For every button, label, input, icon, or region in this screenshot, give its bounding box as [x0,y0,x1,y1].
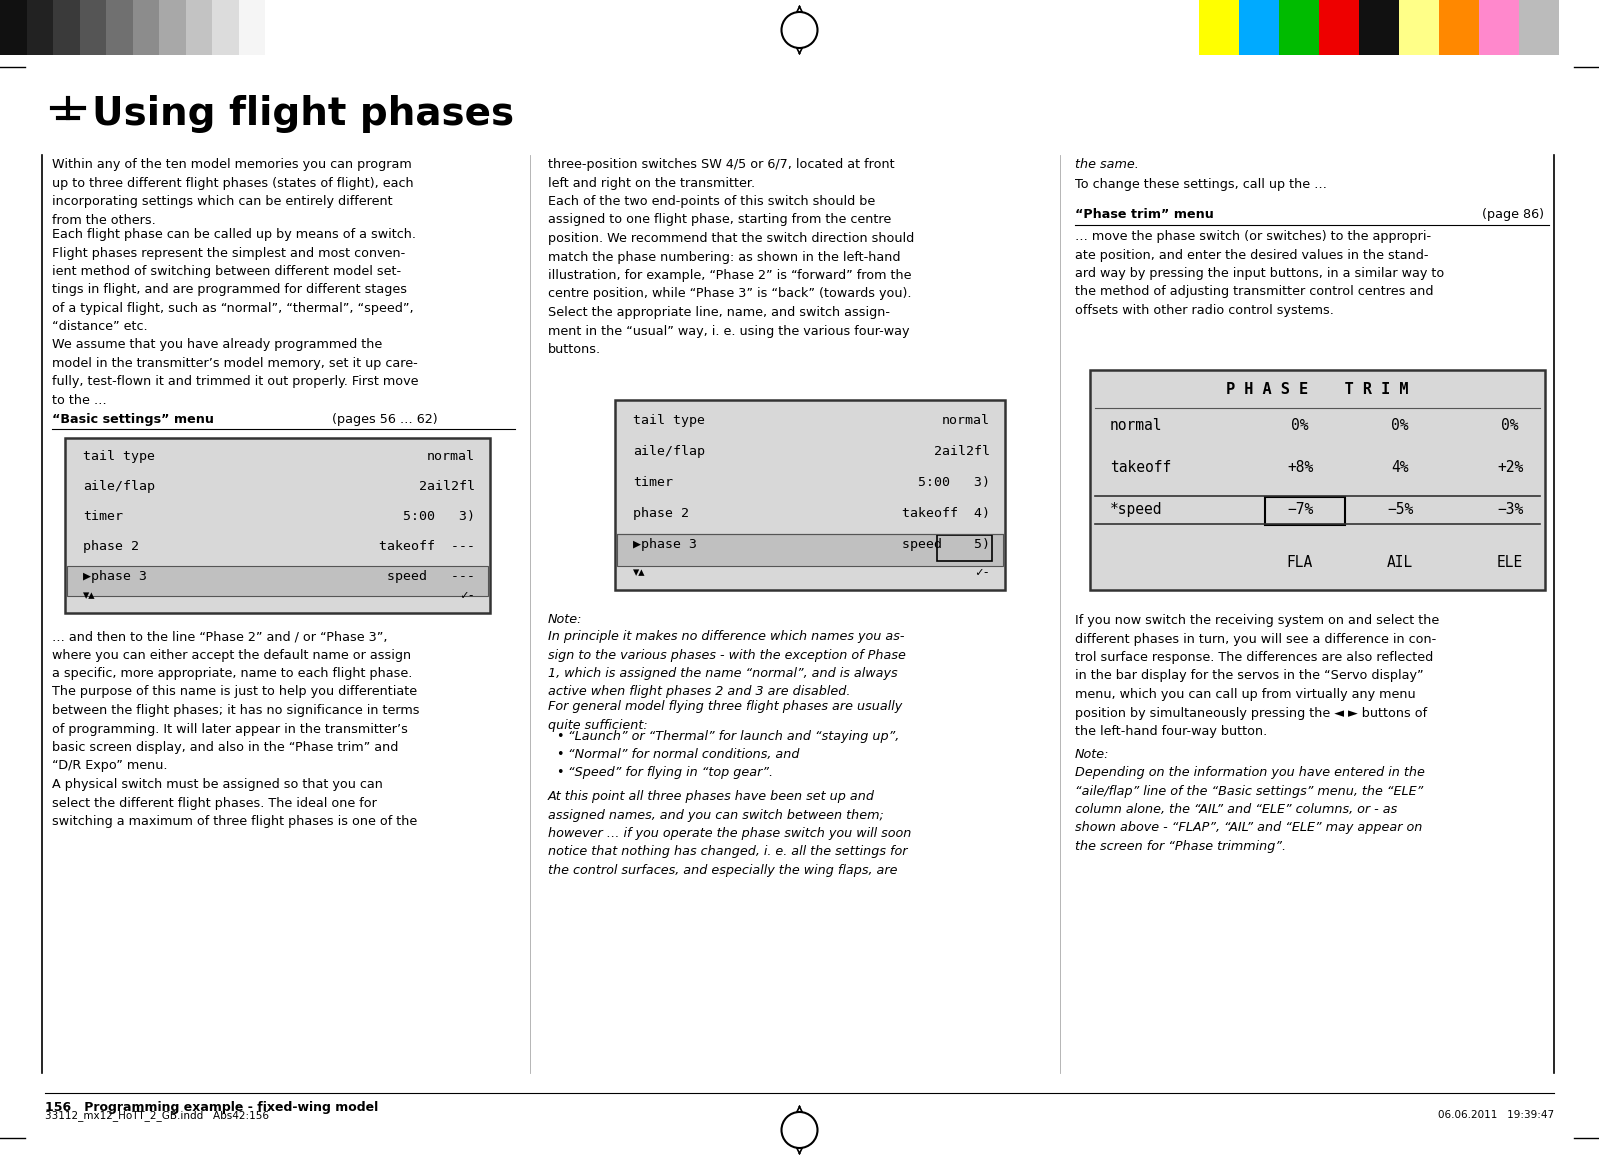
Bar [1319,0,1359,55]
Text: three-position switches SW 4/5 or 6/7, located at front
left and right on the tr: three-position switches SW 4/5 or 6/7, l… [548,158,915,356]
Text: Using flight phases: Using flight phases [93,95,515,133]
Text: +8%: +8% [1287,460,1313,475]
Text: −3%: −3% [1497,502,1524,517]
Text: the same.: the same. [1075,158,1138,171]
Text: •: • [556,730,563,743]
Bar [53,0,80,55]
Text: 2ail2fl: 2ail2fl [419,480,475,493]
Text: 06.06.2011   19:39:47: 06.06.2011 19:39:47 [1438,1110,1554,1120]
Text: Note:: Note: [1075,748,1110,762]
Bar [1359,0,1399,55]
Text: P H A S E    T R I M: P H A S E T R I M [1226,382,1409,397]
Text: takeoff: takeoff [1110,460,1170,475]
Text: normal: normal [942,413,990,427]
Text: timer: timer [633,477,673,489]
Text: 0%: 0% [1292,418,1308,433]
Text: FLA: FLA [1287,555,1313,570]
Bar [1265,498,1345,524]
Text: Depending on the information you have entered in the
“aile/flap” line of the “Ba: Depending on the information you have en… [1075,766,1425,853]
Text: •: • [556,766,563,779]
Text: If you now switch the receiving system on and select the
different phases in tur: If you now switch the receiving system o… [1075,614,1439,738]
Text: ▾▴: ▾▴ [83,589,96,602]
Text: To change these settings, call up the …: To change these settings, call up the … [1075,178,1327,192]
Text: “Phase trim” menu: “Phase trim” menu [1075,208,1214,221]
Text: •: • [556,748,563,762]
Bar [1479,0,1519,55]
Text: ▶phase 3: ▶phase 3 [633,538,697,551]
Text: Each flight phase can be called up by means of a switch.
Flight phases represent: Each flight phase can be called up by me… [53,228,416,334]
Text: Note:: Note: [548,613,582,626]
Text: “Basic settings” menu: “Basic settings” menu [53,413,214,426]
Text: 33112_mx12_HoTT_2_GB.indd   Abs42:156: 33112_mx12_HoTT_2_GB.indd Abs42:156 [45,1110,269,1121]
Text: *speed: *speed [1110,502,1162,517]
Text: +2%: +2% [1497,460,1524,475]
Bar [616,399,1006,590]
Bar [1239,0,1279,55]
Text: (page 86): (page 86) [1482,208,1545,221]
Bar [133,0,158,55]
Text: “Speed” for flying in “top gear”.: “Speed” for flying in “top gear”. [568,766,772,779]
Text: phase 2: phase 2 [633,507,689,520]
Text: phase 2: phase 2 [83,540,139,552]
Text: ✓-: ✓- [461,589,475,602]
Bar [1279,0,1319,55]
Text: “Normal” for normal conditions, and: “Normal” for normal conditions, and [568,748,800,762]
Text: aile/flap: aile/flap [83,480,155,493]
Text: For general model flying three flight phases are usually
quite sufficient:: For general model flying three flight ph… [548,700,902,731]
Text: “Launch” or “Thermal” for launch and “staying up”,: “Launch” or “Thermal” for launch and “st… [568,730,899,743]
Text: At this point all three phases have been set up and
assigned names, and you can : At this point all three phases have been… [548,790,911,877]
Bar [1439,0,1479,55]
Text: We assume that you have already programmed the
model in the transmitter’s model : We assume that you have already programm… [53,338,419,406]
Text: aile/flap: aile/flap [633,445,705,458]
Text: 156   Programming example - fixed-wing model: 156 Programming example - fixed-wing mod… [45,1101,379,1114]
Bar [617,534,1003,566]
Bar [1559,0,1599,55]
Text: −7%: −7% [1287,502,1313,517]
Text: speed    5): speed 5) [902,538,990,551]
Bar [106,0,133,55]
Bar [158,0,185,55]
Text: 4%: 4% [1391,460,1409,475]
Text: 0%: 0% [1391,418,1409,433]
Text: takeoff  ---: takeoff --- [379,540,475,552]
Text: In principle it makes no difference which names you as-
sign to the various phas: In principle it makes no difference whic… [548,630,907,698]
Bar [67,566,488,596]
Text: tail type: tail type [633,413,705,427]
Text: timer: timer [83,510,123,523]
Text: −5%: −5% [1386,502,1414,517]
Text: normal: normal [1110,418,1162,433]
Bar [238,0,265,55]
Text: AIL: AIL [1386,555,1414,570]
Bar [27,0,53,55]
Bar [80,0,106,55]
Bar [1399,0,1439,55]
Bar [66,438,489,613]
Text: 5:00   3): 5:00 3) [403,510,475,523]
Text: speed   ---: speed --- [387,570,475,583]
Text: tail type: tail type [83,450,155,463]
Text: 0%: 0% [1501,418,1519,433]
Text: normal: normal [427,450,475,463]
Text: ELE: ELE [1497,555,1524,570]
Bar [0,0,27,55]
Text: ▶phase 3: ▶phase 3 [83,570,147,583]
Bar [213,0,238,55]
Text: 2ail2fl: 2ail2fl [934,445,990,458]
Text: (pages 56 … 62): (pages 56 … 62) [333,413,438,426]
Text: takeoff  4): takeoff 4) [902,507,990,520]
Bar [1199,0,1239,55]
Text: Within any of the ten model memories you can program
up to three different fligh: Within any of the ten model memories you… [53,158,414,227]
Bar [1519,0,1559,55]
Text: … move the phase switch (or switches) to the appropri-
ate position, and enter t: … move the phase switch (or switches) to… [1075,230,1444,317]
Text: … and then to the line “Phase 2” and / or “Phase 3”,
where you can either accept: … and then to the line “Phase 2” and / o… [53,630,419,828]
Text: ▾▴: ▾▴ [633,566,646,579]
Text: 5:00   3): 5:00 3) [918,477,990,489]
Text: ✓-: ✓- [975,566,990,579]
Bar [937,535,991,561]
Bar [1091,370,1545,590]
Bar [185,0,213,55]
